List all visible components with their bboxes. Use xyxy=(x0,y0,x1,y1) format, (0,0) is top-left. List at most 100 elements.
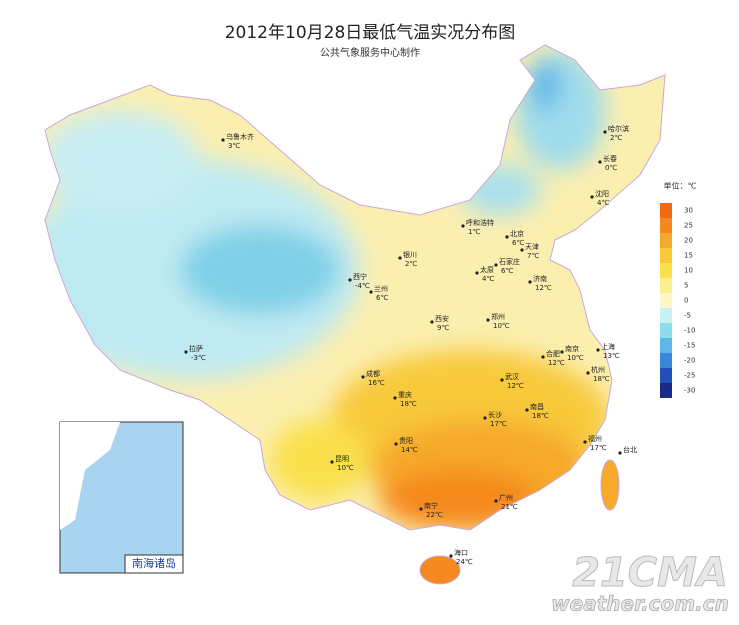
city-dot xyxy=(398,256,402,260)
inset-label: 南海诸岛 xyxy=(132,556,176,570)
inset-label-box xyxy=(124,554,184,574)
city-temp: 2℃ xyxy=(405,260,417,268)
city-dot xyxy=(505,235,509,239)
city-temp: 7℃ xyxy=(527,252,539,260)
hainan xyxy=(419,555,461,585)
city-temp: 18℃ xyxy=(532,412,549,420)
city-name: 台北 xyxy=(623,445,637,454)
legend-unit: 单位：℃ xyxy=(664,181,697,191)
city-dot xyxy=(430,320,434,324)
legend-tick: -5 xyxy=(684,312,691,320)
city-temp: 6℃ xyxy=(512,239,524,247)
watermark-site: weather.com.cn xyxy=(551,592,729,616)
city-temp: 1℃ xyxy=(468,228,480,236)
legend-swatch xyxy=(660,233,672,248)
legend-swatch xyxy=(660,383,672,398)
city-name: 合肥 xyxy=(546,349,560,358)
city-temp: 17℃ xyxy=(490,420,507,428)
field-blobs xyxy=(45,50,610,530)
city-temp: 14℃ xyxy=(401,446,418,454)
city-temp: 17℃ xyxy=(590,444,607,452)
city-dot xyxy=(419,507,423,511)
city-temp: 10℃ xyxy=(567,354,584,362)
city-dot xyxy=(560,350,564,354)
legend-tick: -25 xyxy=(684,372,695,380)
legend-tick: 20 xyxy=(684,237,693,245)
city-temp: 6℃ xyxy=(376,294,388,302)
city-name: 沈阳 xyxy=(595,189,609,198)
city-dot xyxy=(590,195,594,199)
city-temp: -4℃ xyxy=(355,282,370,290)
city-dot xyxy=(393,396,397,400)
city-name: 海口 xyxy=(454,548,468,557)
city-temp: 18℃ xyxy=(593,375,610,383)
city-temp: 18℃ xyxy=(400,400,417,408)
city-dot xyxy=(598,160,602,164)
city-dot xyxy=(394,442,398,446)
city-dot xyxy=(541,355,545,359)
city-temp: 12℃ xyxy=(535,284,552,292)
city-name: 呼和浩特 xyxy=(466,218,494,227)
city-dot xyxy=(586,371,590,375)
city-dot xyxy=(184,350,188,354)
city-name: 南昌 xyxy=(530,402,544,411)
city-temp: 12℃ xyxy=(548,359,565,367)
city-temp: 3℃ xyxy=(228,142,240,150)
city-dot xyxy=(494,499,498,503)
legend-swatch xyxy=(660,293,672,308)
city-temp: 12℃ xyxy=(507,382,524,390)
city-dot xyxy=(525,408,529,412)
city-temp: 24℃ xyxy=(456,558,473,566)
legend-tick: 5 xyxy=(684,282,688,290)
legend-tick: 30 xyxy=(684,207,693,215)
city-dot xyxy=(361,375,365,379)
city-name: 长春 xyxy=(603,154,617,163)
legend-tick: 0 xyxy=(684,297,688,305)
city-temp: 16℃ xyxy=(368,379,385,387)
city-dot xyxy=(330,460,334,464)
city-dot xyxy=(596,348,600,352)
city-dot xyxy=(483,416,487,420)
city-name: 杭州 xyxy=(591,365,605,374)
city-name: 贵阳 xyxy=(399,436,413,445)
city-temp: 22℃ xyxy=(426,511,443,519)
city-name: 西宁 xyxy=(353,272,367,281)
city-name: 西安 xyxy=(435,314,449,323)
legend-swatch xyxy=(660,368,672,383)
city-temp: 4℃ xyxy=(597,199,609,207)
city-temp: 0℃ xyxy=(605,164,617,172)
inset-land xyxy=(60,422,120,530)
legend-tick: -20 xyxy=(684,357,695,365)
city-temp: 13℃ xyxy=(603,352,620,360)
city-dot xyxy=(486,318,490,322)
legend-swatch xyxy=(660,218,672,233)
city-temp: 21℃ xyxy=(501,503,518,511)
legend-swatch xyxy=(660,263,672,278)
city-name: 南宁 xyxy=(424,501,438,510)
city-dot xyxy=(475,271,479,275)
watermark-logo: 21CMA xyxy=(572,550,728,596)
map-subtitle: 公共气象服务中心制作 xyxy=(320,46,420,59)
map-title: 2012年10月28日最低气温实况分布图 xyxy=(225,23,516,43)
city-name: 济南 xyxy=(533,274,547,283)
city-dot xyxy=(494,263,498,267)
city-name: 哈尔滨 xyxy=(608,124,629,133)
taiwan xyxy=(600,459,620,511)
city-name: 南京 xyxy=(565,344,579,353)
city-name: 武汉 xyxy=(505,372,519,381)
legend-swatch xyxy=(660,338,672,353)
city-name: 兰州 xyxy=(374,284,388,293)
legend-tick: -15 xyxy=(684,342,695,350)
city-temp: -3℃ xyxy=(191,354,206,362)
city-dot xyxy=(449,554,453,558)
city-temp: 2℃ xyxy=(610,134,622,142)
legend-swatch xyxy=(660,353,672,368)
city-temp: 6℃ xyxy=(501,267,513,275)
legend-tick: 10 xyxy=(684,267,693,275)
city-name: 上海 xyxy=(601,342,615,351)
city-name: 长沙 xyxy=(488,410,502,419)
city-name: 重庆 xyxy=(398,390,412,399)
city-name: 天津 xyxy=(525,243,539,251)
